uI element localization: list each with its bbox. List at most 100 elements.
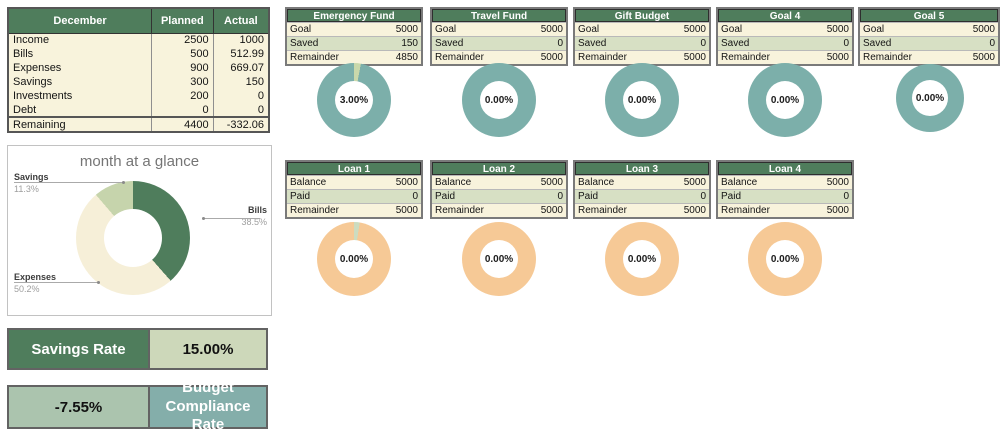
card-row[interactable]: Balance 5000 xyxy=(287,175,421,189)
table-cell[interactable]: Remaining xyxy=(7,116,153,132)
table-cell[interactable]: 0 xyxy=(212,103,270,117)
summary-actual-header[interactable]: Actual xyxy=(212,7,270,34)
budget-compliance-label: Budget Compliance Rate xyxy=(150,379,266,433)
goal-card-gift-budget[interactable]: Gift Budget Goal 5000 Saved 0 Remainder 500… xyxy=(573,7,711,66)
table-cell[interactable]: Income xyxy=(7,33,153,47)
card-row[interactable]: Saved 150 xyxy=(287,36,421,50)
loan-card-1[interactable]: Loan 1 Balance 5000 Paid 0 Remainder 5000 xyxy=(285,160,423,219)
goal-card-travel-fund[interactable]: Travel Fund Goal 5000 Saved 0 Remainder 500… xyxy=(430,7,568,66)
card-title[interactable]: Goal 4 xyxy=(718,9,852,22)
card-row[interactable]: Remainder 4850 xyxy=(287,50,421,64)
travel-fund-donut-chart[interactable]: 0.00% xyxy=(462,63,536,137)
loan-card-3[interactable]: Loan 3 Balance 5000 Paid 0 Remainder 5000 xyxy=(573,160,711,219)
card-row[interactable]: Remainder 5000 xyxy=(432,50,566,64)
loan-card-2[interactable]: Loan 2 Balance 5000 Paid 0 Remainder 5000 xyxy=(430,160,568,219)
card-row[interactable]: Saved 0 xyxy=(575,36,709,50)
table-cell[interactable]: 0 xyxy=(212,89,270,103)
card-title[interactable]: Gift Budget xyxy=(575,9,709,22)
card-row[interactable]: Goal 5000 xyxy=(287,22,421,36)
loan-2-donut-chart[interactable]: 0.00% xyxy=(462,222,536,296)
card-row[interactable]: Paid 0 xyxy=(287,189,421,203)
loan-4-donut-chart[interactable]: 0.00% xyxy=(748,222,822,296)
summary-planned-header[interactable]: Planned xyxy=(151,7,214,34)
card-row[interactable]: Goal 5000 xyxy=(432,22,566,36)
card-title[interactable]: Travel Fund xyxy=(432,9,566,22)
card-row[interactable]: Remainder 5000 xyxy=(575,50,709,64)
table-cell[interactable]: Debt xyxy=(7,103,153,117)
card-row[interactable]: Balance 5000 xyxy=(432,175,566,189)
card-row[interactable]: Remainder 5000 xyxy=(575,203,709,217)
goal-card-goal-5[interactable]: Goal 5 Goal 5000 Saved 0 Remainder 5000 xyxy=(858,7,1000,66)
card-row[interactable]: Saved 0 xyxy=(860,36,998,50)
card-row[interactable]: Remainder 5000 xyxy=(432,203,566,217)
summary-row-bills[interactable]: Bills 500 512.99 xyxy=(7,47,270,61)
goal-card-emergency-fund[interactable]: Emergency Fund Goal 5000 Saved 150 Remaind… xyxy=(285,7,423,66)
card-row[interactable]: Remainder 5000 xyxy=(860,50,998,64)
table-cell[interactable]: 0 xyxy=(151,103,214,117)
card-title[interactable]: Goal 5 xyxy=(860,9,998,22)
table-cell[interactable]: -332.06 xyxy=(212,116,270,132)
summary-row-debt[interactable]: Debt 0 0 xyxy=(7,103,270,117)
callout-dot xyxy=(122,181,125,184)
loan-card-4[interactable]: Loan 4 Balance 5000 Paid 0 Remainder 5000 xyxy=(716,160,854,219)
savings-rate-box[interactable]: Savings Rate 15.00% xyxy=(7,328,268,370)
table-cell[interactable]: 1000 xyxy=(212,33,270,47)
table-cell[interactable]: 669.07 xyxy=(212,61,270,75)
table-cell[interactable]: 150 xyxy=(212,75,270,89)
goal-4-donut-chart[interactable]: 0.00% xyxy=(748,63,822,137)
table-cell[interactable]: 500 xyxy=(151,47,214,61)
card-row[interactable]: Balance 5000 xyxy=(575,175,709,189)
card-title[interactable]: Loan 1 xyxy=(287,162,421,175)
emergency-fund-donut-chart[interactable]: 3.00% xyxy=(317,63,391,137)
card-row[interactable]: Goal 5000 xyxy=(860,22,998,36)
summary-row-remaining[interactable]: Remaining 4400 -332.06 xyxy=(7,116,270,132)
donut-percent-label: 0.00% xyxy=(627,253,657,265)
card-title[interactable]: Loan 4 xyxy=(718,162,852,175)
table-cell[interactable]: 2500 xyxy=(151,33,214,47)
table-cell[interactable]: 200 xyxy=(151,89,214,103)
chart-title: month at a glance xyxy=(79,153,200,170)
summary-row-income[interactable]: Income 2500 1000 xyxy=(7,33,270,47)
card-row[interactable]: Paid 0 xyxy=(575,189,709,203)
summary-month-header[interactable]: December xyxy=(7,7,153,34)
gift-budget-donut-chart[interactable]: 0.00% xyxy=(605,63,679,137)
card-row[interactable]: Paid 0 xyxy=(718,189,852,203)
card-row[interactable]: Remainder 5000 xyxy=(287,203,421,217)
donut-hole: 0.00% xyxy=(623,240,661,278)
table-cell[interactable]: Investments xyxy=(7,89,153,103)
month-glance-chart[interactable]: month at a glance Savings 11.3% Bills 38… xyxy=(7,145,272,316)
table-cell[interactable]: Savings xyxy=(7,75,153,89)
donut-hole: 0.00% xyxy=(623,81,661,119)
savings-rate-value[interactable]: 15.00% xyxy=(150,330,266,368)
card-row[interactable]: Remainder 5000 xyxy=(718,50,852,64)
card-row[interactable]: Goal 5000 xyxy=(575,22,709,36)
card-title[interactable]: Loan 2 xyxy=(432,162,566,175)
card-row[interactable]: Saved 0 xyxy=(432,36,566,50)
table-cell[interactable]: 300 xyxy=(151,75,214,89)
summary-row-expenses[interactable]: Expenses 900 669.07 xyxy=(7,61,270,75)
donut-percent-label: 0.00% xyxy=(484,253,514,265)
budget-compliance-box[interactable]: -7.55% Budget Compliance Rate xyxy=(7,379,268,433)
card-row[interactable]: Balance 5000 xyxy=(718,175,852,189)
callout-line xyxy=(204,218,260,219)
monthly-summary-table[interactable]: December Planned Actual Income 2500 1000… xyxy=(7,7,270,133)
card-row[interactable]: Paid 0 xyxy=(432,189,566,203)
budget-compliance-value[interactable]: -7.55% xyxy=(9,387,150,427)
card-title[interactable]: Emergency Fund xyxy=(287,9,421,22)
table-cell[interactable]: Expenses xyxy=(7,61,153,75)
table-cell[interactable]: Bills xyxy=(7,47,153,61)
card-row[interactable]: Remainder 5000 xyxy=(718,203,852,217)
loan-1-donut-chart[interactable]: 0.00% xyxy=(317,222,391,296)
table-cell[interactable]: 4400 xyxy=(151,116,214,132)
summary-row-investments[interactable]: Investments 200 0 xyxy=(7,89,270,103)
table-cell[interactable]: 512.99 xyxy=(212,47,270,61)
table-cell[interactable]: 900 xyxy=(151,61,214,75)
goal-5-donut-chart[interactable]: 0.00% xyxy=(896,64,964,132)
card-title[interactable]: Loan 3 xyxy=(575,162,709,175)
summary-row-savings[interactable]: Savings 300 150 xyxy=(7,75,270,89)
goal-card-goal-4[interactable]: Goal 4 Goal 5000 Saved 0 Remainder 5000 xyxy=(716,7,854,66)
card-row[interactable]: Goal 5000 xyxy=(718,22,852,36)
card-row[interactable]: Saved 0 xyxy=(718,36,852,50)
loan-3-donut-chart[interactable]: 0.00% xyxy=(605,222,679,296)
